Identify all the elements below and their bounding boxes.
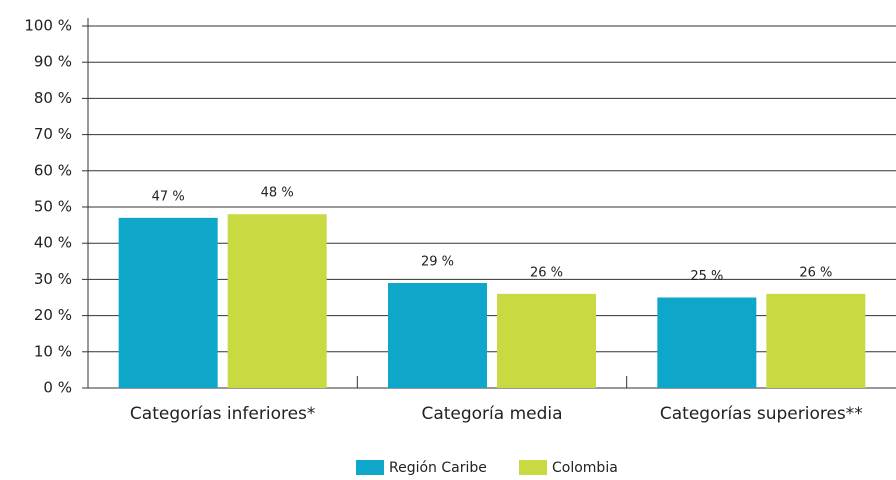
y-tick-label: 60 % [34,161,72,179]
bar [657,297,757,388]
legend-label: Región Caribe [389,460,487,476]
value-label: 29 % [421,255,454,270]
value-label: 26 % [799,265,832,280]
y-tick-label: 30 % [34,270,72,288]
value-label: 25 % [690,269,723,284]
x-tick-label: Categoría media [421,404,562,424]
legend-label: Colombia [552,460,618,476]
legend-swatch [356,460,384,475]
bar [766,293,866,388]
y-tick-label: 50 % [34,198,72,216]
y-tick-label: 100 % [24,17,72,35]
value-label: 47 % [152,189,185,204]
bar [227,214,327,388]
y-tick-label: 20 % [34,306,72,324]
legend-swatch [519,460,547,475]
y-tick-label: 90 % [34,53,72,71]
value-label: 48 % [261,186,294,201]
bar [118,217,218,388]
bar [497,293,596,388]
x-tick-label: Categorías superiores** [660,404,863,424]
value-label: 26 % [530,265,563,280]
x-tick-label: Categorías inferiores* [130,404,315,424]
y-tick-label: 10 % [34,342,72,360]
y-tick-label: 70 % [34,125,72,143]
y-tick-label: 80 % [34,89,72,107]
bar [388,283,487,388]
y-tick-label: 0 % [43,379,72,397]
y-tick-label: 40 % [34,234,72,252]
